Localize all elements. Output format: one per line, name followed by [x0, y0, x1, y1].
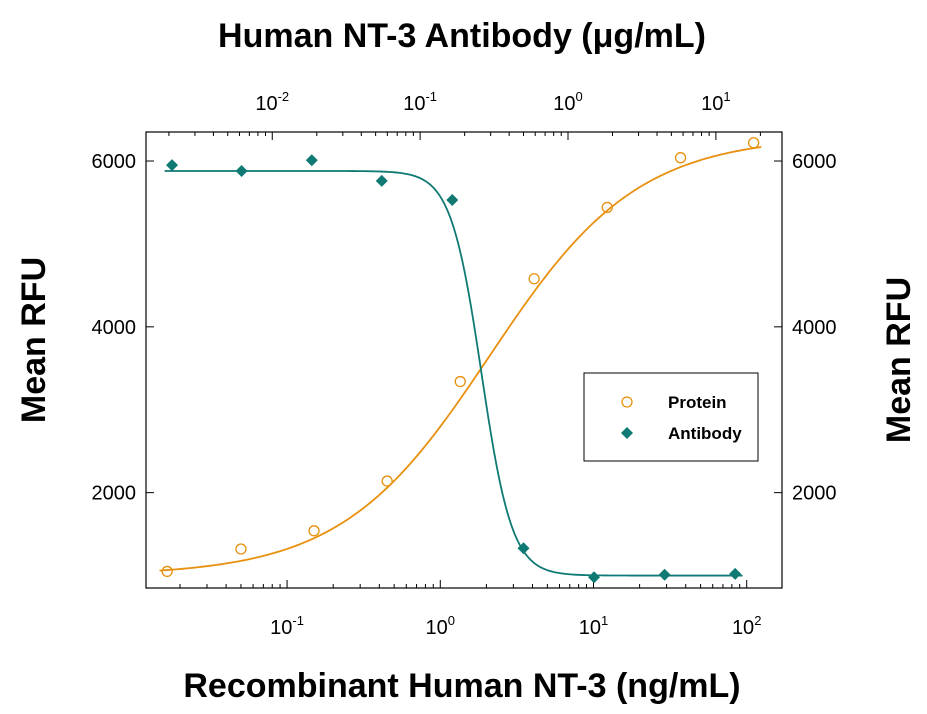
- x-top-tick-label: 10-2: [255, 89, 289, 115]
- y-left-tick-label: 4000: [92, 317, 137, 339]
- legend-antibody-marker: [621, 427, 633, 439]
- protein-point: [161, 565, 173, 578]
- antibody-fit-curve: [164, 170, 743, 577]
- antibody-point: [729, 567, 742, 580]
- antibody-point: [446, 193, 459, 206]
- protein-point: [235, 543, 247, 555]
- legend: Protein Antibody: [583, 372, 759, 462]
- protein-point: [528, 273, 540, 285]
- protein-point: [454, 375, 466, 388]
- y-right-tick-label: 2000: [792, 483, 837, 505]
- antibody-point: [517, 542, 530, 555]
- protein-point: [674, 152, 687, 164]
- antibody-point: [305, 154, 318, 167]
- x-top-tick-label: 101: [701, 89, 730, 115]
- x-bottom-tick-label: 10-1: [270, 613, 304, 639]
- protein-fit-curve: [159, 146, 762, 572]
- y-axis-label-right: Mean RFU: [880, 277, 918, 443]
- y-right-tick-label: 6000: [792, 151, 837, 173]
- x-bottom-tick-label: 102: [732, 613, 761, 639]
- legend-protein-label: Protein: [668, 393, 727, 412]
- x-axis-label: Recombinant Human NT-3 (ng/mL): [183, 667, 740, 705]
- protein-point: [308, 525, 320, 537]
- antibody-point: [166, 159, 179, 172]
- chart-title: Human NT-3 Antibody (μg/mL): [218, 17, 706, 55]
- antibody-point: [658, 568, 671, 581]
- y-right-tick-label: 4000: [792, 317, 837, 339]
- x-bottom-tick-label: 100: [426, 613, 455, 639]
- protein-point: [601, 201, 613, 214]
- ticks-layer: 10-1 100 101 102 10-2 10-1 100 101 2000 2000 4000 4…: [92, 89, 837, 639]
- antibody-point: [375, 174, 388, 187]
- points-layer: [161, 137, 760, 584]
- protein-point: [747, 137, 760, 149]
- legend-box: [583, 372, 759, 462]
- protein-point: [381, 475, 393, 487]
- antibody-point: [235, 164, 248, 177]
- y-left-tick-label: 2000: [92, 483, 137, 505]
- plot-frame: [145, 131, 783, 589]
- y-left-tick-label: 6000: [92, 151, 137, 173]
- antibody-point: [588, 571, 601, 584]
- x-top-tick-label: 10-1: [403, 89, 437, 115]
- y-axis-label-left: Mean RFU: [15, 257, 53, 423]
- curves-layer: [159, 146, 762, 577]
- x-bottom-tick-label: 101: [579, 613, 608, 639]
- x-top-tick-label: 100: [553, 89, 582, 115]
- legend-protein-marker: [621, 396, 633, 408]
- legend-antibody-label: Antibody: [668, 424, 742, 443]
